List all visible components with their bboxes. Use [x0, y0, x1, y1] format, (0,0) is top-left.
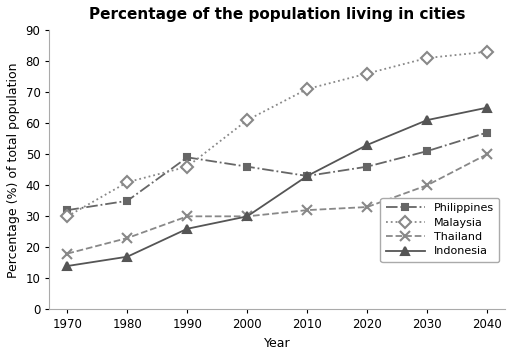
- Thailand: [184, 214, 190, 218]
- Malaysia: [484, 50, 490, 54]
- Philippines: [65, 208, 71, 212]
- Y-axis label: Percentage (%) of total population: Percentage (%) of total population: [7, 62, 20, 277]
- Philippines: [484, 130, 490, 135]
- Philippines: [364, 165, 370, 169]
- Line: Philippines: Philippines: [64, 129, 490, 213]
- Indonesia: [244, 214, 250, 218]
- Indonesia: [364, 143, 370, 147]
- Thailand: [65, 251, 71, 256]
- Indonesia: [124, 255, 131, 259]
- Line: Thailand: Thailand: [62, 149, 492, 258]
- Thailand: [304, 208, 310, 212]
- Line: Malaysia: Malaysia: [63, 47, 491, 221]
- Philippines: [424, 149, 430, 153]
- Malaysia: [364, 71, 370, 76]
- Malaysia: [424, 56, 430, 60]
- Philippines: [184, 155, 190, 160]
- Line: Indonesia: Indonesia: [63, 104, 491, 270]
- Thailand: [244, 214, 250, 218]
- X-axis label: Year: Year: [264, 337, 290, 350]
- Indonesia: [484, 106, 490, 110]
- Indonesia: [304, 174, 310, 178]
- Thailand: [364, 205, 370, 209]
- Malaysia: [304, 87, 310, 91]
- Thailand: [424, 183, 430, 187]
- Philippines: [304, 174, 310, 178]
- Malaysia: [184, 165, 190, 169]
- Malaysia: [244, 118, 250, 122]
- Thailand: [124, 236, 131, 240]
- Philippines: [244, 165, 250, 169]
- Indonesia: [424, 118, 430, 122]
- Title: Percentage of the population living in cities: Percentage of the population living in c…: [89, 7, 465, 22]
- Philippines: [124, 198, 131, 203]
- Indonesia: [184, 227, 190, 231]
- Malaysia: [65, 214, 71, 218]
- Legend: Philippines, Malaysia, Thailand, Indonesia: Philippines, Malaysia, Thailand, Indones…: [380, 197, 500, 262]
- Malaysia: [124, 180, 131, 184]
- Thailand: [484, 152, 490, 156]
- Indonesia: [65, 264, 71, 268]
